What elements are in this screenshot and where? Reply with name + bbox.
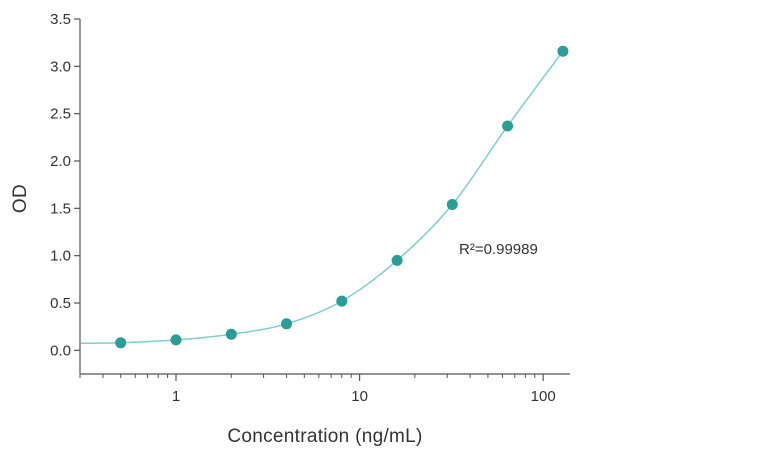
x-tick-label: 10 [351,388,368,405]
data-point [170,334,182,346]
y-tick-label: 2.0 [50,153,71,170]
fit-curve-line [80,50,564,344]
data-point [225,328,237,340]
labels: R²=0.99989 Concentration (ng/mL) OD [10,184,538,447]
y-tick-label: 0.5 [50,295,71,312]
data-point [281,318,292,330]
y-tick-label: 1.0 [50,248,71,265]
data-points [115,45,569,349]
axes: 0.0 0.5 1.0 1.5 2.0 2.5 3.0 3.5 1 10 100 [50,11,570,405]
data-point [557,45,569,57]
x-tick-label: 1 [172,388,180,405]
y-tick-label: 3.0 [50,58,71,75]
fit-curve [80,50,564,344]
y-axis-title: OD [10,184,31,213]
y-tick-label: 1.5 [50,200,71,217]
y-tick-label: 0.0 [50,342,71,359]
r-squared-annotation: R²=0.99989 [459,241,538,258]
x-axis-title: Concentration (ng/mL) [227,426,422,447]
x-tick-label: 100 [531,388,556,405]
y-tick-label: 2.5 [50,106,71,123]
y-tick-label: 3.5 [50,11,71,28]
data-point [391,254,403,266]
data-point [336,295,348,307]
data-point [446,199,458,210]
data-point [115,337,127,349]
data-point [502,120,514,132]
